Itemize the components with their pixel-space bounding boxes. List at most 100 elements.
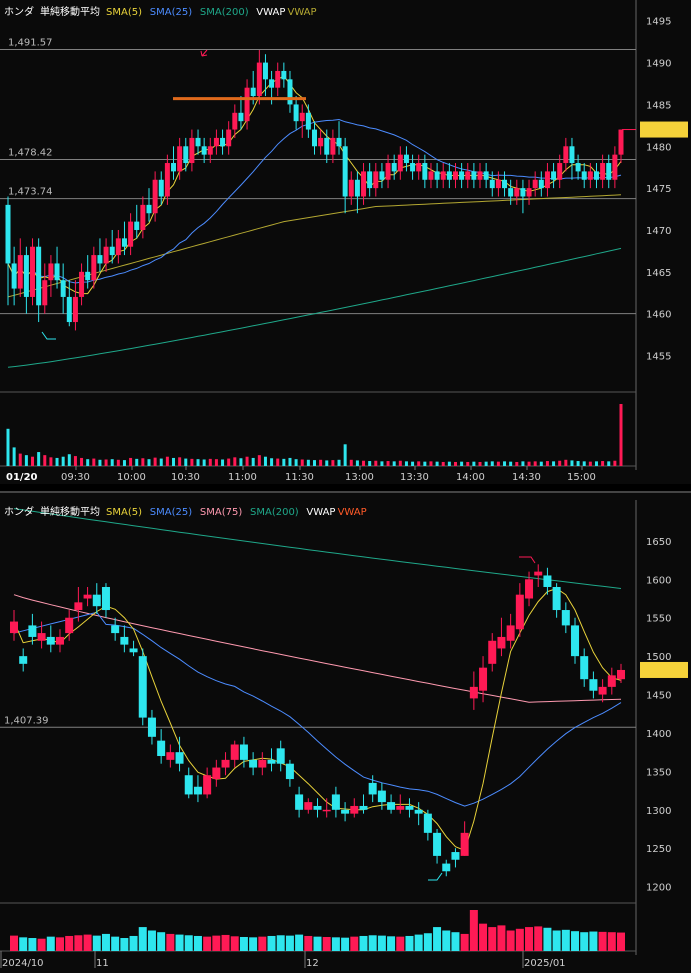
intraday-candle xyxy=(403,154,409,164)
daily-xtick-3: 2025/01 xyxy=(524,958,566,969)
daily-candle xyxy=(506,625,515,641)
intraday-candle xyxy=(563,146,569,164)
daily-candle xyxy=(166,752,175,760)
intraday-legend-6: VWAP xyxy=(288,7,317,18)
intraday-candle xyxy=(342,146,348,197)
intraday-candle xyxy=(452,171,458,180)
daily-volume-bar xyxy=(405,935,414,951)
intraday-candle xyxy=(299,112,305,122)
intraday-volume-bar xyxy=(545,461,549,466)
intraday-panel-bg xyxy=(0,0,691,484)
daily-candle xyxy=(479,667,488,691)
intraday-volume-bar xyxy=(12,447,16,466)
daily-candle xyxy=(304,802,313,810)
daily-ytick-9: 1650 xyxy=(646,537,671,548)
daily-candle xyxy=(451,852,460,860)
intraday-volume-bar xyxy=(221,459,225,466)
daily-volume-bar xyxy=(423,933,432,951)
daily-volume-bar xyxy=(276,935,285,951)
intraday-candle xyxy=(134,221,140,230)
daily-candle xyxy=(359,805,368,810)
intraday-volume-bar xyxy=(527,461,531,466)
intraday-candle xyxy=(514,188,520,197)
intraday-candle xyxy=(256,62,262,97)
intraday-candle xyxy=(422,163,428,180)
intraday-xtick-8: 14:00 xyxy=(456,472,485,483)
intraday-volume-bar xyxy=(613,460,617,466)
intraday-volume-bar xyxy=(190,458,194,466)
intraday-candle xyxy=(410,163,416,172)
intraday-volume-bar xyxy=(172,457,176,466)
intraday-candle xyxy=(336,137,342,147)
intraday-candle xyxy=(575,163,581,172)
intraday-volume-bar xyxy=(337,459,341,466)
intraday-candle xyxy=(348,179,354,197)
intraday-candle xyxy=(440,171,446,180)
intraday-candle xyxy=(262,62,268,80)
daily-volume-bar xyxy=(552,930,561,951)
intraday-volume-bar xyxy=(392,461,396,466)
intraday-candle xyxy=(330,137,336,155)
intraday-candle xyxy=(213,137,219,147)
daily-volume-bar xyxy=(368,935,377,951)
intraday-candle xyxy=(551,171,557,180)
intraday-candle xyxy=(171,163,177,172)
intraday-volume-bar xyxy=(386,461,390,466)
intraday-volume-bar xyxy=(619,404,623,466)
intraday-volume-bar xyxy=(43,455,47,466)
intraday-candle xyxy=(606,163,612,180)
intraday-volume-bar xyxy=(423,461,427,466)
intraday-candles xyxy=(5,50,624,331)
intraday-ytick-2: 1465 xyxy=(646,268,671,279)
intraday-volume-bar xyxy=(453,461,457,466)
daily-volume-bar xyxy=(120,938,129,951)
intraday-candle xyxy=(287,79,293,105)
daily-candle xyxy=(368,782,377,795)
daily-volume-bar xyxy=(313,936,322,951)
daily-volume-bar xyxy=(147,930,156,951)
daily-volume-bar xyxy=(497,925,506,951)
intraday-ytick-1: 1460 xyxy=(646,310,671,321)
daily-volume-bar xyxy=(83,934,92,951)
intraday-volume-bar xyxy=(582,461,586,466)
daily-candle xyxy=(276,748,285,764)
intraday-xtick-2: 10:00 xyxy=(117,472,146,483)
intraday-candle xyxy=(618,129,624,155)
intraday-candle xyxy=(195,137,201,147)
intraday-volume-bar xyxy=(564,459,568,466)
daily-volume-bar xyxy=(469,910,478,951)
daily-volume-bar xyxy=(580,932,589,951)
daily-ytick-8: 1600 xyxy=(646,575,671,586)
daily-volume-bar xyxy=(212,935,221,951)
intraday-volume-bar xyxy=(349,459,353,466)
intraday-candle xyxy=(275,70,281,88)
intraday-xtick-3: 10:30 xyxy=(171,472,200,483)
daily-candle xyxy=(534,571,543,576)
intraday-candle xyxy=(465,171,471,180)
daily-volume-bar xyxy=(249,937,258,951)
intraday-candle xyxy=(183,146,189,164)
daily-candle xyxy=(331,794,340,810)
intraday-candle xyxy=(103,246,109,264)
intraday-volume-bar xyxy=(263,456,267,466)
intraday-xtick-7: 13:30 xyxy=(400,472,429,483)
daily-candle xyxy=(552,586,561,611)
intraday-candle xyxy=(379,171,385,180)
daily-sma200-line xyxy=(13,508,622,589)
intraday-volume-bar xyxy=(214,459,218,466)
intraday-volume-bar xyxy=(521,461,525,466)
intraday-high-arrow xyxy=(200,49,208,57)
intraday-volume-bar xyxy=(306,459,310,466)
intraday-candle xyxy=(164,163,170,197)
daily-volume-bar xyxy=(396,936,405,951)
intraday-candle xyxy=(269,79,275,88)
daily-volume-bar xyxy=(138,927,147,951)
daily-volume-bar xyxy=(534,926,543,951)
intraday-volume-bar xyxy=(251,457,255,466)
daily-volume-bar xyxy=(239,936,248,951)
daily-volume-bar xyxy=(101,933,110,951)
daily-candle xyxy=(322,809,331,812)
intraday-candle xyxy=(293,104,299,122)
daily-legend-7: VWAP xyxy=(338,507,367,518)
daily-candle xyxy=(55,636,64,645)
